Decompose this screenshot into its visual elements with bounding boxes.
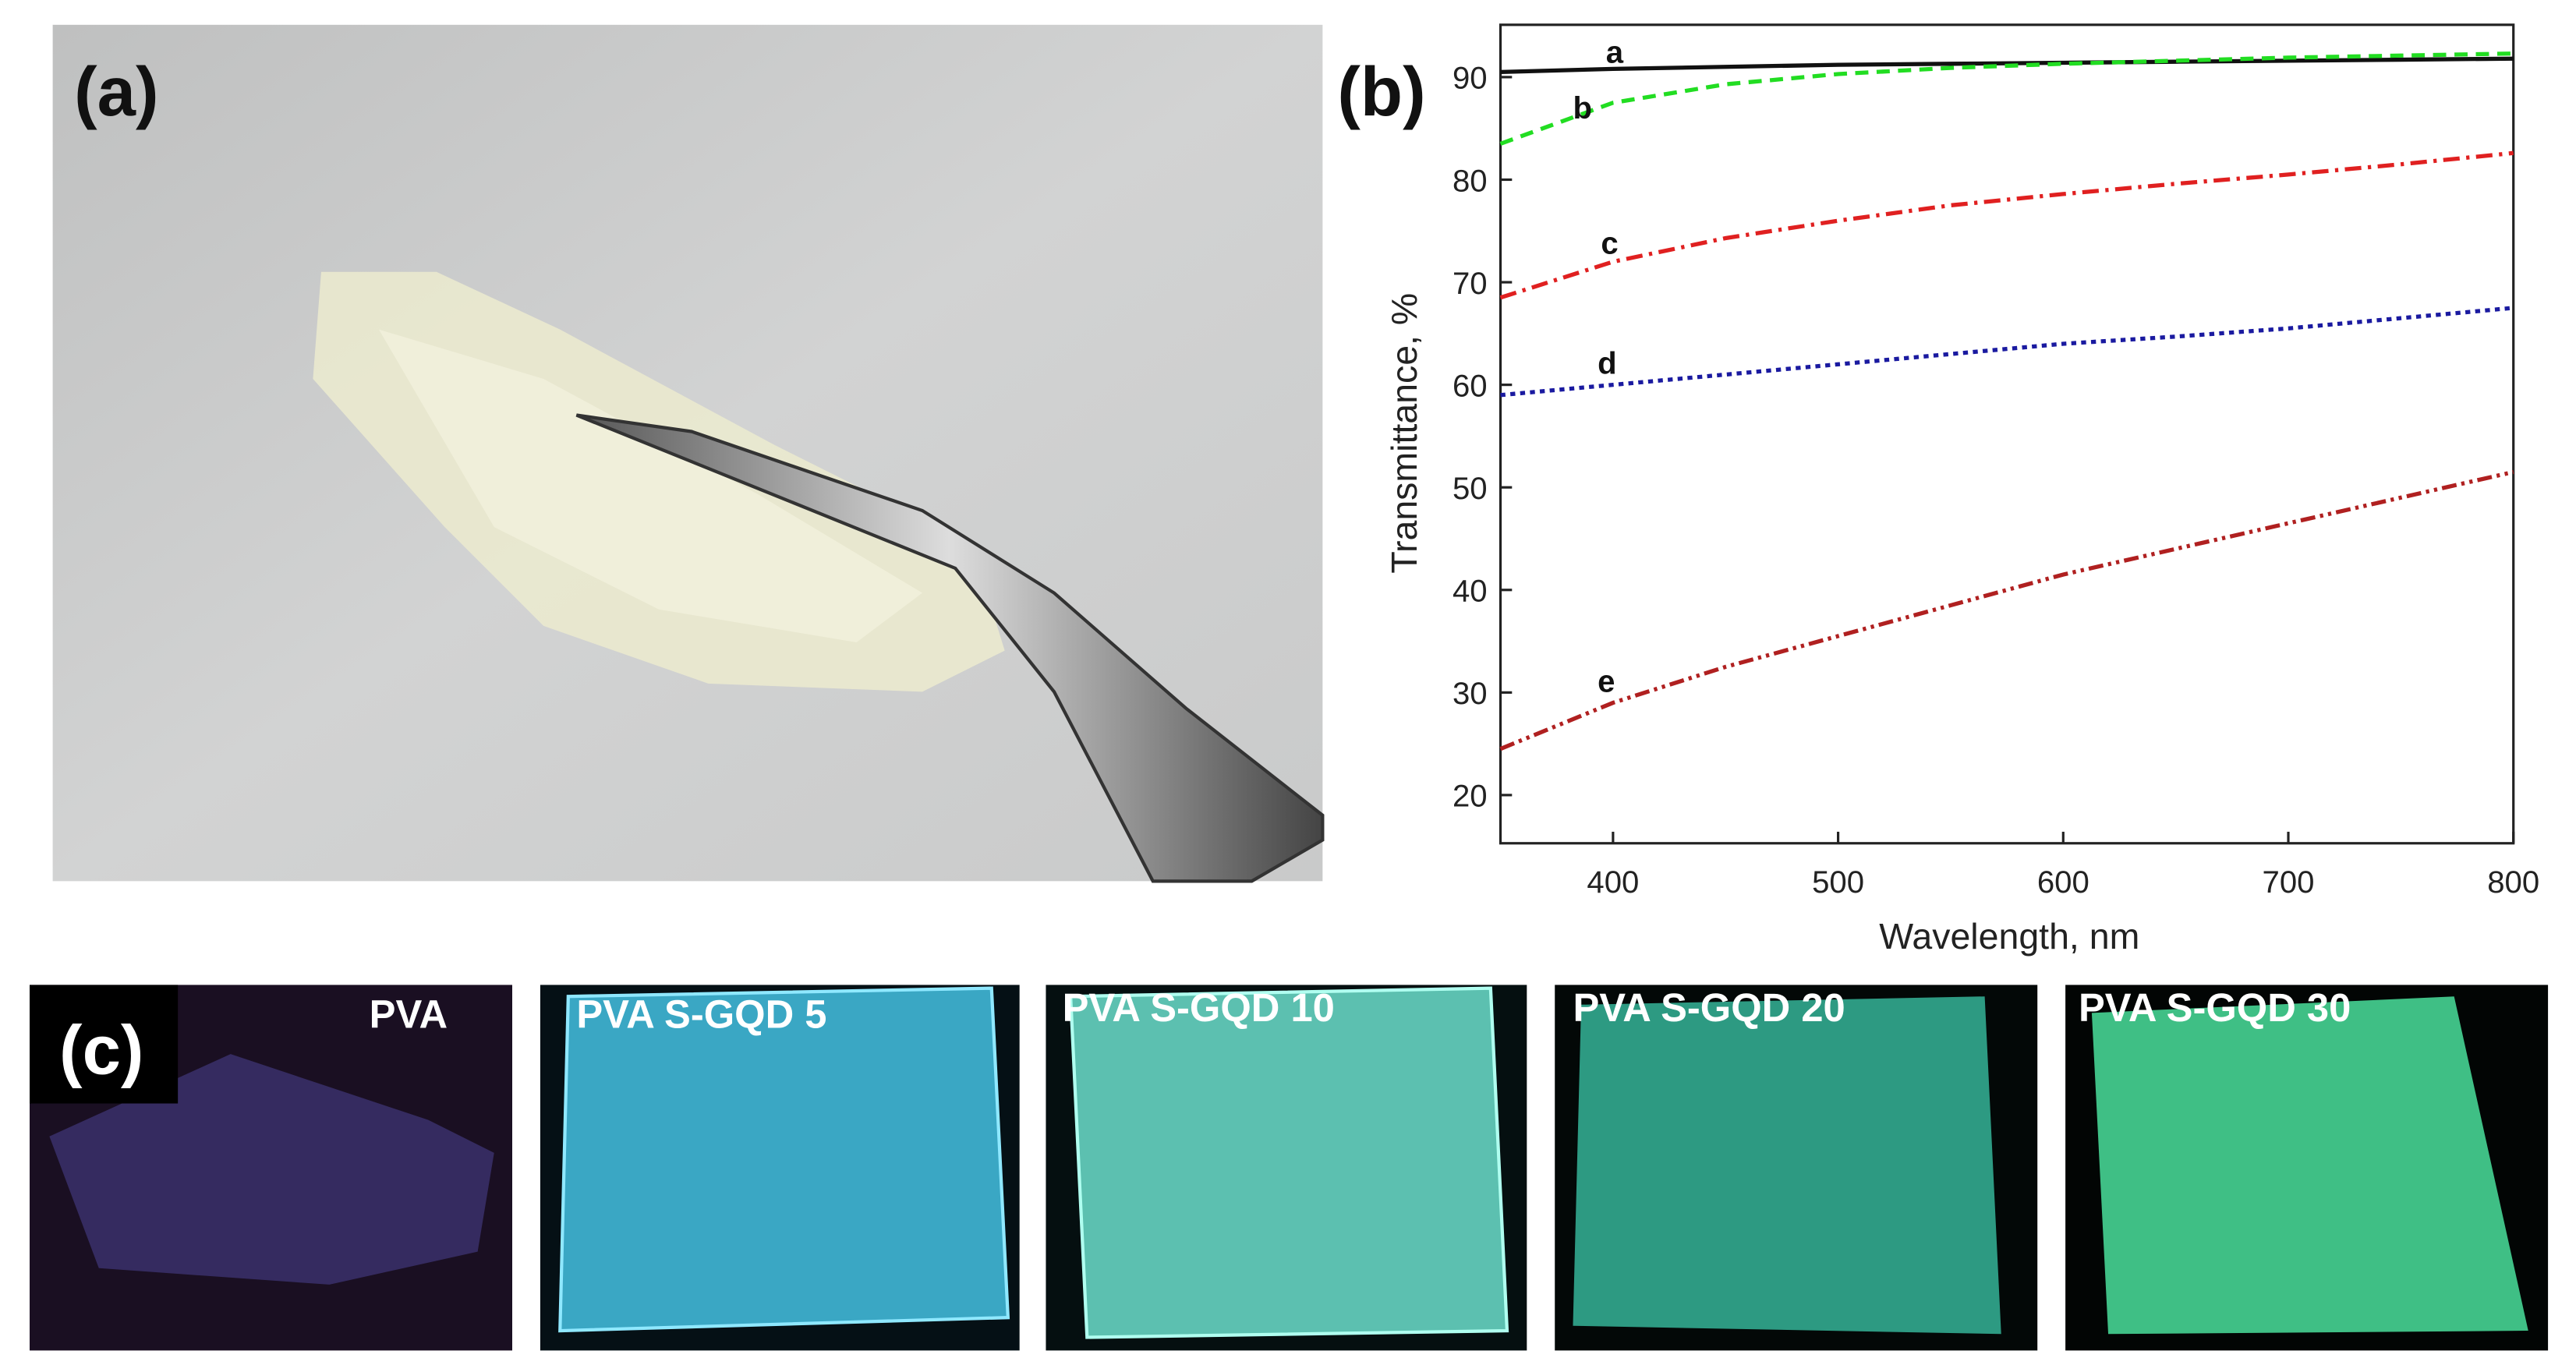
series-label: d xyxy=(1598,346,1617,381)
series-line xyxy=(1499,51,2514,146)
x-tick-label: 800 xyxy=(2487,865,2539,900)
panel-label: (b) xyxy=(1337,53,1425,130)
series-label: b xyxy=(1573,90,1592,126)
y-tick-label: 50 xyxy=(1453,471,1488,506)
series-label: c xyxy=(1601,225,1618,260)
photo-c4 xyxy=(1555,985,2038,1351)
y-tick-label: 70 xyxy=(1453,266,1488,301)
x-axis-label: Wavelength, nm xyxy=(1879,916,2139,957)
chart: (b) Wavelength, nm Transmittance, % 20 30… xyxy=(1337,23,2539,957)
y-axis-label: Transmittance, % xyxy=(1384,293,1424,574)
y-tick-label: 90 xyxy=(1453,61,1488,96)
photo-a: (a) xyxy=(52,24,1325,883)
x-tick-label: 500 xyxy=(1812,865,1864,900)
x-tick-label: 600 xyxy=(2037,865,2089,900)
series-line xyxy=(1500,306,2514,398)
y-tick-label: 30 xyxy=(1453,676,1488,711)
series-label: a xyxy=(1606,34,1624,69)
photo-caption: PVA S-GQD 10 xyxy=(1063,985,1335,1030)
x-tick-label: 400 xyxy=(1587,865,1639,900)
label-box xyxy=(30,985,179,1104)
y-tick-label: 60 xyxy=(1453,368,1488,403)
y-tick-label: 40 xyxy=(1453,574,1488,609)
x-tick-label: 700 xyxy=(2263,865,2315,900)
photo-caption: PVA S-GQD 20 xyxy=(1573,985,1845,1030)
y-tick-label: 20 xyxy=(1453,779,1488,814)
panel-label: (a) xyxy=(74,53,158,130)
photo-c2 xyxy=(540,985,1020,1351)
y-tick-label: 80 xyxy=(1453,163,1488,198)
photo-c3 xyxy=(1046,985,1527,1351)
series-line xyxy=(1499,469,2514,751)
panel-label: (c) xyxy=(59,1012,143,1089)
photo-caption: PVA xyxy=(370,992,448,1036)
plot-frame xyxy=(1499,23,2515,845)
photo-c5 xyxy=(2065,985,2549,1351)
series-line xyxy=(1500,56,2514,74)
series-label: e xyxy=(1598,663,1615,698)
photo-caption: PVA S-GQD 5 xyxy=(576,992,826,1036)
series-line xyxy=(1499,150,2514,300)
photo-caption: PVA S-GQD 30 xyxy=(2079,985,2351,1030)
